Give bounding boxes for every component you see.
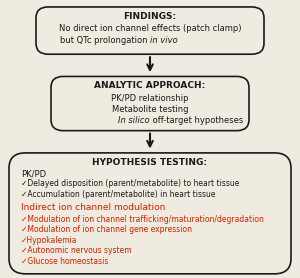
Text: but QTc prolongation: but QTc prolongation <box>60 36 150 45</box>
Text: No direct ion channel effects (patch clamp): No direct ion channel effects (patch cla… <box>59 24 241 33</box>
Text: ✓Autonomic nervous system: ✓Autonomic nervous system <box>21 246 132 255</box>
Text: ✓Hypokalemia: ✓Hypokalemia <box>21 236 77 245</box>
Text: FINDINGS:: FINDINGS: <box>123 12 177 21</box>
Text: in vivo: in vivo <box>150 36 178 45</box>
Text: off-target hypotheses: off-target hypotheses <box>150 116 243 125</box>
Text: ✓Accumulation (parent/metabolite) in heart tissue: ✓Accumulation (parent/metabolite) in hea… <box>21 190 215 199</box>
Text: ✓Glucose homeostasis: ✓Glucose homeostasis <box>21 257 108 266</box>
Text: Metabolite testing: Metabolite testing <box>112 105 188 114</box>
FancyBboxPatch shape <box>9 153 291 274</box>
Text: Indirect ion channel modulation: Indirect ion channel modulation <box>21 203 165 212</box>
Text: ✓Modulation of ion channel trafficking/maturation/degradation: ✓Modulation of ion channel trafficking/m… <box>21 215 264 224</box>
Text: In silico: In silico <box>118 116 150 125</box>
Text: ANALYTIC APPROACH:: ANALYTIC APPROACH: <box>94 81 206 90</box>
Text: PK/PD relationship: PK/PD relationship <box>111 94 189 103</box>
Text: ✓Modulation of ion channel gene expression: ✓Modulation of ion channel gene expressi… <box>21 225 192 234</box>
FancyBboxPatch shape <box>51 76 249 131</box>
Text: PK/PD: PK/PD <box>21 170 46 178</box>
FancyBboxPatch shape <box>36 7 264 54</box>
Text: ✓Delayed disposition (parent/metabolite) to heart tissue: ✓Delayed disposition (parent/metabolite)… <box>21 179 239 188</box>
Text: HYPOTHESIS TESTING:: HYPOTHESIS TESTING: <box>92 158 208 167</box>
